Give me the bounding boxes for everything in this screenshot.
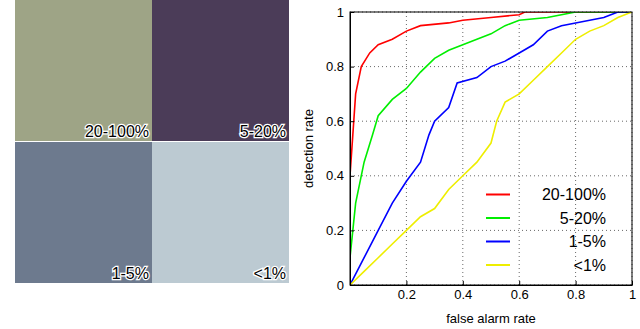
grid-line-x <box>406 12 407 285</box>
image-tile <box>15 142 152 283</box>
tick-label: 0.6 <box>326 114 344 129</box>
plot-frame <box>350 12 632 285</box>
grid <box>350 12 632 285</box>
image-tile <box>152 142 289 283</box>
image-label: 20-100% <box>85 123 149 140</box>
tick-mark <box>350 121 354 122</box>
tick: 0.8 <box>567 281 585 302</box>
legend-swatch <box>486 194 510 196</box>
tick: 0.6 <box>511 281 529 302</box>
legend-label: <1% <box>574 257 606 274</box>
tick: 0.2 <box>398 281 416 302</box>
tick-label: 1 <box>337 5 344 20</box>
tick-mark <box>350 67 354 68</box>
tick-mark <box>463 281 464 285</box>
grid-line-y <box>350 121 632 122</box>
series-lines <box>350 12 632 285</box>
y-axis-title: detection rate <box>301 109 316 188</box>
tick-label: 0.8 <box>326 59 344 74</box>
legend-swatch <box>486 217 510 219</box>
grid-line-y <box>350 230 632 231</box>
tick-mark <box>350 230 354 231</box>
tick-label: 0.6 <box>511 287 529 302</box>
tick-label: 0.2 <box>398 287 416 302</box>
tick-label: 0.4 <box>326 168 344 183</box>
tick-label: 0 <box>337 278 344 293</box>
tick-label: 0.4 <box>454 287 472 302</box>
tick-mark <box>576 281 577 285</box>
chart: 0.2 0.4 0.6 0.8 1 0 0.2 0.4 0.6 0.8 1 false alarm r… <box>301 5 636 326</box>
tick-label: 0.8 <box>567 287 585 302</box>
legend-label: 20-100% <box>542 186 606 203</box>
plot-background <box>350 12 632 285</box>
image-label: 5-20% <box>240 123 286 140</box>
x-axis-title: false alarm rate <box>446 311 536 326</box>
image-label: 1-5% <box>112 265 149 282</box>
example-images: 20-100% 5-20% 1-5% <1% <box>15 0 289 283</box>
legend: 20-100% 5-20% 1-5% <1% <box>486 186 606 274</box>
tick-label: 1 <box>629 287 636 302</box>
figure: 20-100%5-20%1-5%<1%0.20.40.60.8100.20.40… <box>0 0 640 329</box>
image-label: <1% <box>254 265 286 282</box>
grid-line-y <box>350 175 632 176</box>
legend-label: 1-5% <box>569 233 606 250</box>
image-tile <box>15 0 152 141</box>
image-tile <box>152 0 289 141</box>
roc-curve <box>350 12 632 285</box>
tick-mark <box>406 281 407 285</box>
tick-mark <box>519 281 520 285</box>
x-axis: 0.2 0.4 0.6 0.8 1 <box>351 281 637 302</box>
roc-curve <box>350 12 632 285</box>
tick-label: 0.2 <box>326 223 344 238</box>
grid-line-x <box>462 12 463 285</box>
roc-curve <box>350 12 632 285</box>
legend-label: 5-20% <box>560 210 606 227</box>
tick: 0.4 <box>454 281 472 302</box>
legend-swatch <box>486 264 510 266</box>
tick-mark <box>350 176 354 177</box>
legend-swatch <box>486 241 510 243</box>
roc-curve <box>350 12 632 285</box>
